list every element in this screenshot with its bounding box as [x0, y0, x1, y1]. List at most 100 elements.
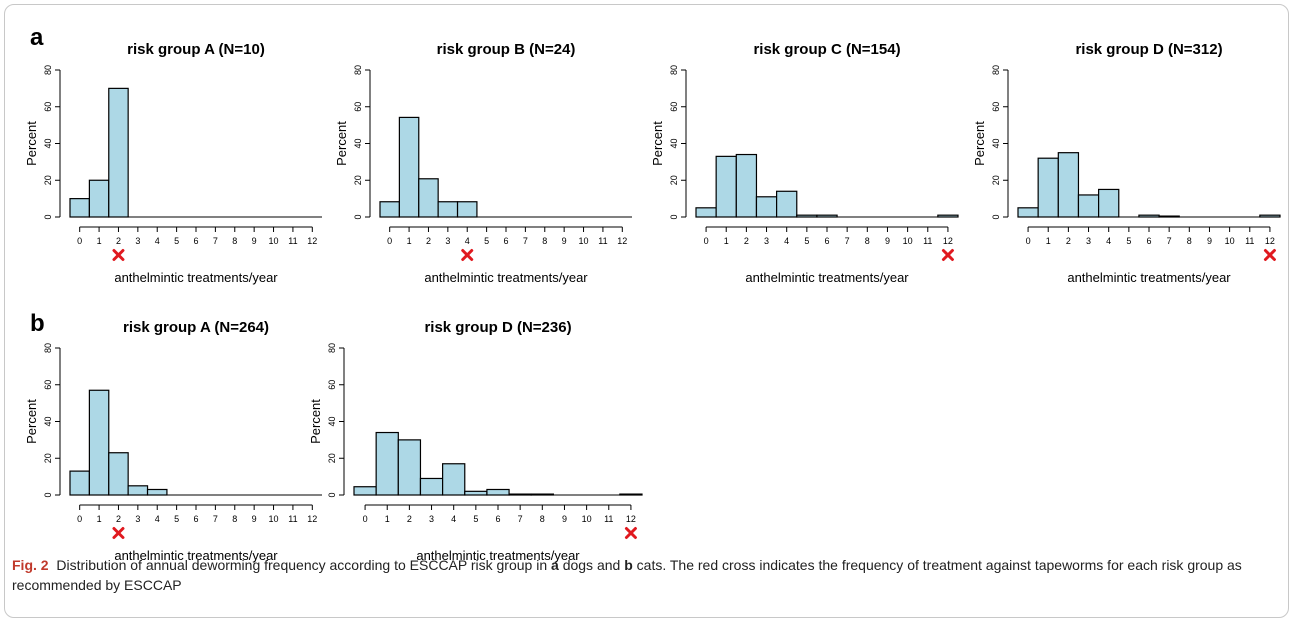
x-tick-label: 8 — [865, 236, 870, 246]
caption-text-3: cats. The red cross indicates the freque… — [12, 557, 1242, 593]
x-tick-label: 1 — [407, 236, 412, 246]
y-tick-label: 40 — [43, 416, 53, 426]
y-tick-label: 80 — [991, 65, 1001, 75]
y-tick-label: 0 — [43, 492, 53, 497]
bar — [442, 463, 466, 496]
caption-panel-a: a — [551, 557, 559, 573]
x-tick-label: 10 — [579, 236, 589, 246]
bar — [127, 485, 149, 496]
bar — [375, 431, 399, 496]
x-tick-label: 2 — [1066, 236, 1071, 246]
x-tick-label: 5 — [174, 514, 179, 524]
x-tick-label: 9 — [562, 514, 567, 524]
figure-caption: Fig. 2 Distribution of annual deworming … — [12, 555, 1282, 595]
x-tick-label: 7 — [1167, 236, 1172, 246]
x-tick-label: 2 — [744, 236, 749, 246]
x-tick-label: 0 — [1026, 236, 1031, 246]
y-tick-label: 60 — [43, 102, 53, 112]
x-tick-label: 5 — [174, 236, 179, 246]
x-tick-label: 5 — [804, 236, 809, 246]
x-tick-label: 6 — [193, 236, 198, 246]
bar — [715, 155, 737, 218]
bar — [146, 488, 168, 496]
bar — [695, 207, 717, 218]
y-axis-label: Percent — [308, 399, 323, 444]
x-tick-label: 7 — [518, 514, 523, 524]
y-tick-label: 60 — [327, 380, 337, 390]
y-tick-label: 60 — [991, 102, 1001, 112]
x-tick-label: 5 — [473, 514, 478, 524]
x-tick-label: 11 — [288, 514, 297, 524]
y-tick-label: 40 — [991, 138, 1001, 148]
bar — [1098, 188, 1120, 218]
bar — [1077, 194, 1100, 218]
chart-title: risk group D (N=312) — [1075, 41, 1222, 58]
bar — [1037, 157, 1059, 218]
x-tick-label: 10 — [269, 514, 279, 524]
x-tick-label: 9 — [885, 236, 890, 246]
x-tick-label: 3 — [445, 236, 450, 246]
caption-text-1: Distribution of annual deworming frequen… — [56, 557, 552, 573]
bar — [456, 201, 478, 218]
x-tick-label: 10 — [1225, 236, 1235, 246]
y-tick-label: 40 — [43, 138, 53, 148]
y-tick-label: 40 — [353, 138, 363, 148]
recommended-cross-icon — [112, 249, 125, 261]
x-tick-label: 9 — [1207, 236, 1212, 246]
x-tick-label: 6 — [1146, 236, 1151, 246]
x-tick-label: 12 — [626, 514, 636, 524]
x-tick-label: 11 — [1245, 236, 1254, 246]
y-axis-label: Percent — [24, 399, 39, 444]
y-tick-label: 20 — [327, 453, 337, 463]
y-tick-label: 80 — [43, 343, 53, 353]
x-tick-label: 1 — [1046, 236, 1051, 246]
x-tick-label: 4 — [155, 514, 160, 524]
y-tick-label: 80 — [669, 65, 679, 75]
y-axis-label: Percent — [650, 121, 665, 166]
caption-text-2: dogs and — [558, 557, 625, 573]
x-tick-label: 4 — [451, 514, 456, 524]
x-tick-label: 9 — [252, 514, 257, 524]
x-tick-label: 0 — [387, 236, 392, 246]
x-axis-label: anthelmintic treatments/year — [424, 270, 588, 285]
cross-stroke — [461, 249, 474, 261]
cross-stroke — [112, 527, 125, 539]
x-tick-label: 11 — [604, 514, 613, 524]
chart-title: risk group D (N=236) — [424, 319, 571, 336]
x-tick-label: 8 — [232, 514, 237, 524]
x-tick-label: 12 — [307, 514, 317, 524]
x-tick-label: 6 — [495, 514, 500, 524]
y-tick-label: 20 — [669, 175, 679, 185]
cross-stroke — [624, 527, 637, 539]
x-tick-label: 0 — [77, 236, 82, 246]
bar — [735, 153, 758, 218]
bar — [437, 201, 459, 218]
x-tick-label: 12 — [617, 236, 627, 246]
x-tick-label: 8 — [1187, 236, 1192, 246]
x-tick-label: 8 — [232, 236, 237, 246]
chart-title: risk group C (N=154) — [753, 41, 900, 58]
x-tick-label: 1 — [724, 236, 729, 246]
x-tick-label: 7 — [523, 236, 528, 246]
x-tick-label: 2 — [426, 236, 431, 246]
y-axis-label: Percent — [24, 121, 39, 166]
panel-a-label: a — [30, 24, 44, 51]
y-tick-label: 60 — [669, 102, 679, 112]
x-tick-label: 10 — [903, 236, 913, 246]
recommended-cross-icon — [624, 527, 637, 539]
cross-stroke — [112, 249, 125, 261]
bar — [1057, 152, 1080, 218]
bar — [755, 196, 778, 218]
x-tick-label: 4 — [1106, 236, 1111, 246]
y-axis-label: Percent — [972, 121, 987, 166]
x-tick-label: 12 — [1265, 236, 1275, 246]
x-tick-label: 4 — [465, 236, 470, 246]
x-tick-label: 1 — [385, 514, 390, 524]
x-tick-label: 7 — [213, 514, 218, 524]
x-axis-label: anthelmintic treatments/year — [114, 270, 278, 285]
y-tick-label: 80 — [353, 65, 363, 75]
